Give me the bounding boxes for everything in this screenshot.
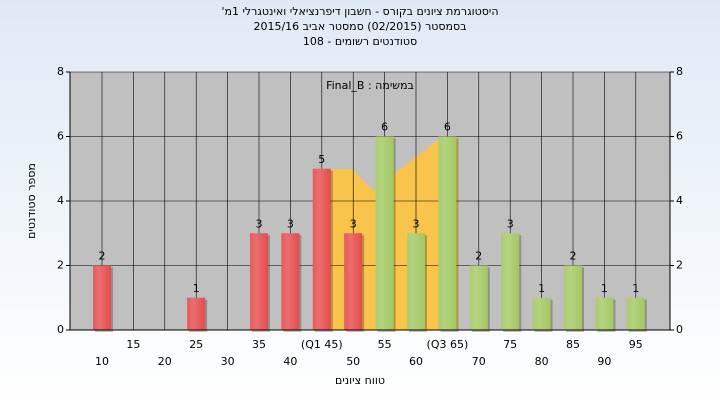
y2-tick-label: 0 [676, 323, 683, 336]
bar-shade [438, 136, 457, 330]
x-tick-label: (Q1 45) [301, 338, 343, 351]
value-label: 1 [601, 282, 608, 295]
value-label: 1 [193, 282, 200, 295]
bar-shade [469, 265, 488, 330]
y2-tick-label: 2 [676, 259, 683, 272]
x-tick-label: 85 [566, 338, 580, 351]
y-tick-label: 0 [57, 323, 64, 336]
bar-shade [281, 233, 300, 330]
value-label: 3 [350, 217, 357, 230]
y2-tick-label: 6 [676, 130, 683, 143]
x-tick-label: 10 [95, 355, 109, 368]
x-axis-label: טווח ציונים [335, 374, 385, 387]
value-label: 6 [381, 121, 388, 134]
x-tick-label: 20 [158, 355, 172, 368]
bar-shade [407, 233, 425, 330]
bar-shade [250, 233, 268, 330]
y2-tick-label: 8 [676, 65, 683, 78]
bar-shade [344, 233, 363, 330]
chart-subtitle: סטודנטים רשומים - 108 [303, 35, 417, 48]
value-label: 1 [632, 282, 639, 295]
x-tick-label: 75 [503, 338, 517, 351]
bar-shade [626, 297, 645, 330]
x-tick-label: 25 [189, 338, 203, 351]
x-tick-label: 70 [472, 355, 486, 368]
bar-shade [312, 168, 331, 330]
chart-subtitle: בסמסטר (02/2015) סמסטר אביב 2015/16 [253, 20, 466, 33]
y-tick-label: 4 [57, 194, 64, 207]
value-label: 1 [538, 282, 545, 295]
chart-title: היסטוגרמת ציונים בקורס - חשבון דיפרנציאל… [221, 5, 498, 18]
value-label: 3 [507, 217, 514, 230]
bar-shade [532, 297, 551, 330]
bar-shade [187, 297, 206, 330]
x-tick-label: 35 [252, 338, 266, 351]
x-tick-label: 80 [535, 355, 549, 368]
x-tick-label: 30 [221, 355, 235, 368]
y-tick-label: 6 [57, 130, 64, 143]
y-tick-label: 2 [57, 259, 64, 272]
bar-shade [93, 265, 111, 330]
annotation: במשימה : Final_B [326, 79, 414, 92]
x-tick-label: 15 [126, 338, 140, 351]
x-tick-label: 55 [378, 338, 392, 351]
value-label: 2 [99, 250, 106, 263]
y-tick-label: 8 [57, 65, 64, 78]
y2-tick-label: 4 [676, 194, 683, 207]
value-label: 2 [475, 250, 482, 263]
value-label: 3 [256, 217, 263, 230]
x-tick-label: 60 [409, 355, 423, 368]
x-tick-label: (Q3 65) [427, 338, 469, 351]
x-tick-label: 50 [346, 355, 360, 368]
value-label: 6 [444, 121, 451, 134]
bar-shade [501, 233, 520, 330]
bar-shade [375, 136, 394, 330]
bar-shade [595, 297, 614, 330]
x-tick-label: 40 [283, 355, 297, 368]
y-axis-label: מספר סטודנטים [25, 163, 38, 239]
x-tick-label: 95 [629, 338, 643, 351]
x-tick-label: 90 [597, 355, 611, 368]
bar-shade [564, 265, 582, 330]
value-label: 5 [318, 153, 325, 166]
value-label: 3 [287, 217, 294, 230]
value-label: 2 [570, 250, 577, 263]
value-label: 3 [413, 217, 420, 230]
